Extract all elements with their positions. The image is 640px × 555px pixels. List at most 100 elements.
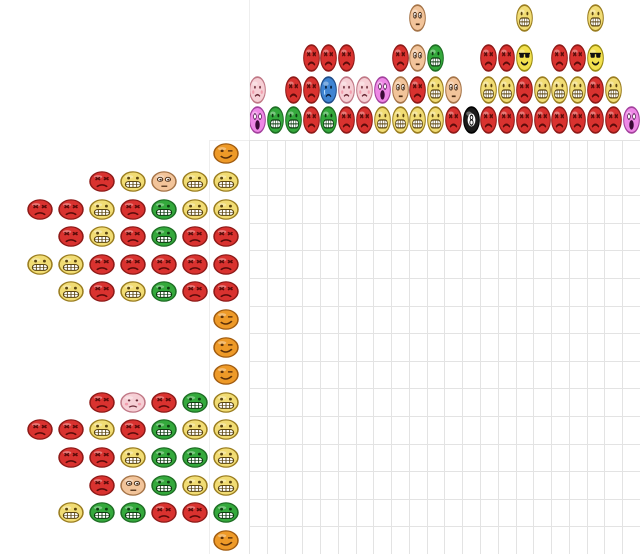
- grid-cell[interactable]: [569, 361, 587, 389]
- grid-cell[interactable]: [533, 168, 551, 196]
- grid-cell[interactable]: [587, 333, 605, 361]
- grid-cell[interactable]: [516, 195, 534, 223]
- grid-cell[interactable]: [373, 223, 391, 251]
- grid-cell[interactable]: [462, 306, 480, 334]
- grid-cell[interactable]: [551, 333, 569, 361]
- grid-cell[interactable]: [409, 471, 427, 499]
- grid-cell[interactable]: [249, 278, 267, 306]
- grid-cell[interactable]: [373, 361, 391, 389]
- grid-cell[interactable]: [356, 526, 374, 554]
- grid-cell[interactable]: [533, 471, 551, 499]
- grid-cell[interactable]: [249, 195, 267, 223]
- grid-cell[interactable]: [285, 278, 303, 306]
- grid-cell[interactable]: [427, 471, 445, 499]
- grid-cell[interactable]: [498, 444, 516, 472]
- grid-cell[interactable]: [480, 140, 498, 168]
- grid-cell[interactable]: [267, 388, 285, 416]
- grid-cell[interactable]: [498, 416, 516, 444]
- grid-cell[interactable]: [444, 250, 462, 278]
- grid-cell[interactable]: [444, 471, 462, 499]
- grid-cell[interactable]: [533, 499, 551, 527]
- grid-cell[interactable]: [427, 223, 445, 251]
- grid-cell[interactable]: [409, 223, 427, 251]
- grid-cell[interactable]: [551, 499, 569, 527]
- grid-cell[interactable]: [427, 526, 445, 554]
- grid-cell[interactable]: [498, 471, 516, 499]
- grid-cell[interactable]: [320, 471, 338, 499]
- grid-cell[interactable]: [285, 195, 303, 223]
- grid-cell[interactable]: [427, 168, 445, 196]
- grid-cell[interactable]: [444, 140, 462, 168]
- grid-cell[interactable]: [338, 388, 356, 416]
- grid-cell[interactable]: [285, 526, 303, 554]
- grid-cell[interactable]: [267, 168, 285, 196]
- grid-cell[interactable]: [587, 388, 605, 416]
- grid-cell[interactable]: [462, 526, 480, 554]
- grid-cell[interactable]: [533, 333, 551, 361]
- grid-cell[interactable]: [462, 223, 480, 251]
- grid-cell[interactable]: [338, 306, 356, 334]
- grid-cell[interactable]: [409, 333, 427, 361]
- grid-cell[interactable]: [604, 223, 622, 251]
- grid-cell[interactable]: [569, 140, 587, 168]
- grid-cell[interactable]: [444, 306, 462, 334]
- grid-cell[interactable]: [622, 278, 640, 306]
- grid-cell[interactable]: [551, 278, 569, 306]
- grid-cell[interactable]: [267, 306, 285, 334]
- grid-cell[interactable]: [285, 250, 303, 278]
- grid-cell[interactable]: [302, 388, 320, 416]
- grid-cell[interactable]: [533, 278, 551, 306]
- grid-cell[interactable]: [249, 168, 267, 196]
- grid-cell[interactable]: [480, 526, 498, 554]
- grid-cell[interactable]: [622, 526, 640, 554]
- grid-cell[interactable]: [480, 278, 498, 306]
- grid-cell[interactable]: [302, 140, 320, 168]
- grid-cell[interactable]: [267, 333, 285, 361]
- grid-cell[interactable]: [480, 168, 498, 196]
- grid-cell[interactable]: [302, 526, 320, 554]
- grid-cell[interactable]: [533, 250, 551, 278]
- grid-cell[interactable]: [391, 416, 409, 444]
- grid-cell[interactable]: [480, 361, 498, 389]
- grid-cell[interactable]: [285, 499, 303, 527]
- grid-cell[interactable]: [587, 250, 605, 278]
- grid-cell[interactable]: [302, 333, 320, 361]
- grid-cell[interactable]: [622, 388, 640, 416]
- grid-cell[interactable]: [249, 306, 267, 334]
- grid-cell[interactable]: [267, 223, 285, 251]
- grid-cell[interactable]: [267, 278, 285, 306]
- grid-cell[interactable]: [409, 416, 427, 444]
- grid-cell[interactable]: [320, 388, 338, 416]
- grid-cell[interactable]: [444, 168, 462, 196]
- grid-cell[interactable]: [409, 388, 427, 416]
- grid-cell[interactable]: [338, 416, 356, 444]
- grid-cell[interactable]: [516, 250, 534, 278]
- puzzle-grid[interactable]: [249, 140, 640, 554]
- grid-cell[interactable]: [320, 499, 338, 527]
- grid-cell[interactable]: [320, 168, 338, 196]
- grid-cell[interactable]: [391, 361, 409, 389]
- grid-cell[interactable]: [249, 499, 267, 527]
- grid-cell[interactable]: [302, 306, 320, 334]
- grid-cell[interactable]: [516, 168, 534, 196]
- grid-cell[interactable]: [427, 195, 445, 223]
- grid-cell[interactable]: [498, 499, 516, 527]
- grid-cell[interactable]: [249, 416, 267, 444]
- grid-cell[interactable]: [338, 223, 356, 251]
- grid-cell[interactable]: [444, 333, 462, 361]
- grid-cell[interactable]: [462, 195, 480, 223]
- grid-cell[interactable]: [302, 361, 320, 389]
- grid-cell[interactable]: [462, 278, 480, 306]
- grid-cell[interactable]: [498, 306, 516, 334]
- grid-cell[interactable]: [409, 526, 427, 554]
- grid-cell[interactable]: [462, 416, 480, 444]
- grid-cell[interactable]: [444, 195, 462, 223]
- grid-cell[interactable]: [569, 223, 587, 251]
- grid-cell[interactable]: [267, 416, 285, 444]
- grid-cell[interactable]: [356, 140, 374, 168]
- grid-cell[interactable]: [302, 499, 320, 527]
- grid-cell[interactable]: [480, 333, 498, 361]
- grid-cell[interactable]: [587, 361, 605, 389]
- grid-cell[interactable]: [480, 306, 498, 334]
- grid-cell[interactable]: [320, 250, 338, 278]
